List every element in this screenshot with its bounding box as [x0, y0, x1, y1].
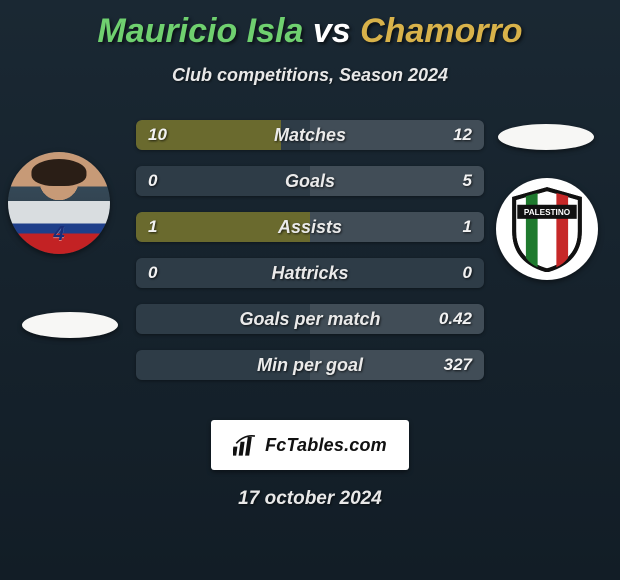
player-photo	[8, 152, 110, 254]
title-player2: Chamorro	[360, 12, 522, 50]
stat-value-right: 1	[463, 212, 472, 242]
stats-bars: Matches1012Goals05Assists11Hattricks00Go…	[136, 120, 484, 396]
stat-row: Assists1 1	[136, 212, 484, 242]
brand-icon	[233, 432, 259, 458]
comparison-card: Mauricio Isla vs Chamorro Club competiti…	[0, 0, 620, 580]
stat-value-right: 0.42	[439, 304, 472, 334]
brand-box[interactable]: FcTables.com	[211, 420, 409, 470]
stat-value-right: 327	[444, 350, 472, 380]
stat-value-right: 5	[463, 166, 472, 196]
title-vs: vs	[313, 12, 351, 50]
svg-text:PALESTINO: PALESTINO	[524, 208, 571, 217]
stat-row: Hattricks0 0	[136, 258, 484, 288]
stat-label: Matches	[136, 120, 484, 150]
stat-label: Goals	[136, 166, 484, 196]
player-avatar-left	[8, 152, 110, 254]
stat-value-left: 0	[148, 258, 157, 288]
palestino-crest: PALESTINO	[496, 178, 598, 280]
stat-value-right: 12	[453, 120, 472, 150]
stat-label: Hattricks	[136, 258, 484, 288]
main-title: Mauricio Isla vs Chamorro	[0, 12, 620, 51]
stat-value-left: 10	[148, 120, 167, 150]
stat-row: Matches10 12	[136, 120, 484, 150]
date-line: 17 october 2024	[0, 488, 620, 510]
club-crest-right: PALESTINO	[496, 178, 598, 280]
team-ellipse-right	[498, 124, 594, 150]
stat-value-left: 0	[148, 166, 157, 196]
stat-row: Goals per match0.42	[136, 304, 484, 334]
stat-value-left: 1	[148, 212, 157, 242]
team-ellipse-left	[22, 312, 118, 338]
stat-label: Goals per match	[136, 304, 484, 334]
stat-row: Min per goal327	[136, 350, 484, 380]
title-player1: Mauricio Isla	[97, 12, 303, 50]
brand-text: FcTables.com	[265, 435, 387, 456]
content-area: PALESTINO Matches1012Goals05Assists11Hat…	[0, 116, 620, 416]
stat-label: Min per goal	[136, 350, 484, 380]
stat-row: Goals0 5	[136, 166, 484, 196]
subtitle: Club competitions, Season 2024	[0, 65, 620, 86]
stat-label: Assists	[136, 212, 484, 242]
stat-value-right: 0	[463, 258, 472, 288]
